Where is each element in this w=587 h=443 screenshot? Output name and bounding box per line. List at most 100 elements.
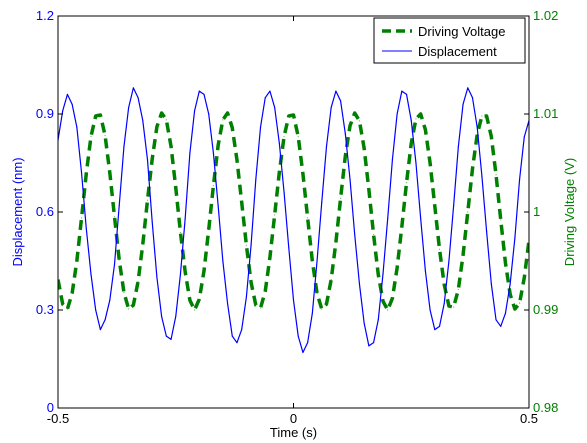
data-point-displacement-61 bbox=[344, 133, 346, 135]
data-point-driving-voltage-92 bbox=[490, 135, 492, 138]
data-point-driving-voltage-7 bbox=[90, 135, 92, 138]
data-point-displacement-55 bbox=[316, 260, 318, 262]
data-point-driving-voltage-44 bbox=[264, 290, 266, 292]
data-point-displacement-7 bbox=[90, 273, 92, 275]
data-point-displacement-94 bbox=[500, 325, 502, 327]
data-point-driving-voltage-16 bbox=[132, 304, 134, 306]
data-point-displacement-15 bbox=[128, 106, 130, 109]
data-point-displacement-35 bbox=[222, 260, 224, 262]
data-point-displacement-93 bbox=[495, 319, 497, 321]
data-point-displacement-28 bbox=[189, 152, 191, 154]
data-point-displacement-68 bbox=[377, 319, 379, 321]
data-point-displacement-87 bbox=[467, 87, 469, 89]
data-point-displacement-90 bbox=[481, 175, 483, 177]
data-point-displacement-22 bbox=[161, 315, 163, 318]
legend-label-displacement: Displacement bbox=[418, 44, 497, 59]
data-point-driving-voltage-57 bbox=[325, 303, 328, 305]
data-point-driving-voltage-86 bbox=[462, 254, 464, 256]
data-point-displacement-47 bbox=[278, 142, 280, 144]
data-point-displacement-50 bbox=[292, 299, 295, 301]
data-point-driving-voltage-51 bbox=[297, 135, 299, 138]
data-point-displacement-83 bbox=[448, 260, 450, 262]
data-point-driving-voltage-30 bbox=[198, 298, 200, 300]
data-point-displacement-63 bbox=[354, 234, 356, 236]
data-point-displacement-10 bbox=[104, 319, 106, 321]
data-point-driving-voltage-69 bbox=[382, 300, 384, 302]
data-point-displacement-36 bbox=[226, 302, 229, 305]
data-point-displacement-4 bbox=[76, 126, 78, 128]
data-point-displacement-34 bbox=[217, 204, 219, 207]
x-axis-label: Time (s) bbox=[270, 425, 317, 440]
data-point-displacement-41 bbox=[250, 244, 252, 246]
data-point-displacement-23 bbox=[165, 335, 167, 337]
data-point-driving-voltage-26 bbox=[179, 231, 182, 234]
data-point-displacement-98 bbox=[518, 178, 521, 180]
data-point-driving-voltage-85 bbox=[457, 288, 459, 291]
data-point-driving-voltage-83 bbox=[448, 305, 450, 307]
data-point-driving-voltage-47 bbox=[278, 171, 280, 173]
data-point-displacement-42 bbox=[255, 178, 257, 180]
data-point-driving-voltage-72 bbox=[396, 267, 398, 269]
data-point-driving-voltage-84 bbox=[453, 306, 455, 308]
data-point-driving-voltage-80 bbox=[434, 205, 436, 207]
data-point-driving-voltage-42 bbox=[255, 304, 257, 306]
x-tick-label-0-5: 0.5 bbox=[520, 411, 538, 426]
data-point-driving-voltage-75 bbox=[410, 142, 412, 144]
data-point-displacement-78 bbox=[424, 270, 426, 272]
left-y-tick-label-1-2: 1.2 bbox=[36, 8, 54, 23]
data-point-driving-voltage-46 bbox=[274, 214, 276, 216]
data-point-driving-voltage-82 bbox=[443, 283, 445, 286]
data-point-driving-voltage-63 bbox=[354, 112, 356, 114]
data-point-displacement-49 bbox=[288, 247, 290, 249]
data-point-driving-voltage-13 bbox=[118, 259, 120, 261]
data-point-displacement-58 bbox=[330, 106, 332, 109]
data-point-driving-voltage-20 bbox=[151, 158, 153, 160]
data-point-driving-voltage-55 bbox=[316, 292, 318, 294]
data-point-displacement-52 bbox=[302, 351, 304, 354]
data-point-driving-voltage-9 bbox=[99, 114, 101, 116]
data-point-driving-voltage-90 bbox=[481, 115, 483, 117]
data-point-driving-voltage-8 bbox=[95, 115, 97, 117]
data-point-driving-voltage-60 bbox=[340, 197, 342, 199]
data-point-driving-voltage-21 bbox=[156, 126, 158, 128]
data-point-driving-voltage-19 bbox=[146, 199, 149, 201]
data-point-displacement-40 bbox=[245, 296, 247, 298]
data-point-displacement-33 bbox=[212, 152, 215, 154]
data-point-displacement-92 bbox=[490, 283, 492, 285]
data-point-driving-voltage-15 bbox=[128, 308, 130, 310]
data-point-displacement-25 bbox=[175, 315, 177, 318]
data-point-driving-voltage-91 bbox=[486, 115, 488, 117]
data-point-displacement-45 bbox=[269, 90, 271, 92]
data-point-displacement-12 bbox=[113, 263, 116, 265]
data-point-displacement-59 bbox=[335, 90, 337, 92]
data-point-displacement-54 bbox=[311, 312, 313, 314]
data-point-displacement-81 bbox=[438, 325, 441, 327]
data-point-driving-voltage-45 bbox=[269, 256, 271, 258]
data-point-driving-voltage-65 bbox=[363, 147, 365, 149]
right-y-axis-label: Driving Voltage (V) bbox=[562, 158, 577, 266]
data-point-driving-voltage-71 bbox=[391, 297, 394, 299]
data-point-displacement-64 bbox=[358, 283, 361, 285]
right-y-tick-label-1-02: 1.02 bbox=[533, 8, 558, 23]
data-point-driving-voltage-22 bbox=[161, 112, 163, 114]
right-y-tick-label-1-01: 1.01 bbox=[533, 106, 558, 121]
data-point-displacement-73 bbox=[401, 90, 403, 92]
data-point-displacement-21 bbox=[156, 276, 158, 278]
data-point-driving-voltage-94 bbox=[500, 219, 502, 221]
data-point-displacement-60 bbox=[340, 100, 342, 102]
data-point-driving-voltage-58 bbox=[330, 279, 332, 281]
data-point-driving-voltage-81 bbox=[438, 248, 441, 250]
data-point-displacement-85 bbox=[457, 146, 459, 148]
left-y-tick-label-0-3: 0.3 bbox=[36, 302, 54, 317]
data-point-displacement-11 bbox=[109, 299, 111, 301]
data-point-driving-voltage-54 bbox=[311, 260, 313, 262]
data-point-driving-voltage-98 bbox=[518, 302, 521, 304]
data-point-driving-voltage-59 bbox=[335, 241, 337, 243]
left-y-axis-label: Displacement (nm) bbox=[10, 157, 25, 266]
data-point-driving-voltage-28 bbox=[189, 299, 191, 301]
data-point-displacement-20 bbox=[151, 221, 153, 223]
data-point-displacement-29 bbox=[193, 110, 196, 112]
data-point-displacement-77 bbox=[420, 217, 422, 220]
data-point-driving-voltage-53 bbox=[307, 217, 309, 219]
